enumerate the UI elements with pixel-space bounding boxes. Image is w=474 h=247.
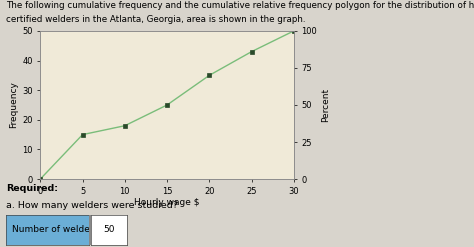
X-axis label: Hourly wage $: Hourly wage $ [134, 199, 200, 207]
Text: Number of welders: Number of welders [12, 225, 98, 234]
Text: a. How many welders were studied?: a. How many welders were studied? [6, 201, 178, 210]
Y-axis label: Frequency: Frequency [9, 82, 18, 128]
Text: The following cumulative frequency and the cumulative relative frequency polygon: The following cumulative frequency and t… [6, 1, 474, 10]
Text: certified welders in the Atlanta, Georgia, area is shown in the graph.: certified welders in the Atlanta, Georgi… [6, 15, 306, 24]
Y-axis label: Percent: Percent [321, 88, 330, 122]
Text: 50: 50 [103, 225, 115, 234]
Text: Required:: Required: [6, 184, 58, 193]
